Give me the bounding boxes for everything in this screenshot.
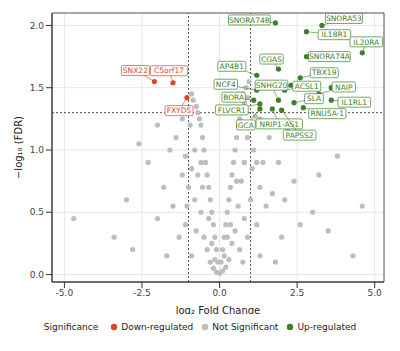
svg-text:2.0: 2.0	[30, 21, 45, 31]
svg-text:SNX22: SNX22	[123, 66, 148, 75]
svg-text:PAPSS2: PAPSS2	[286, 131, 314, 140]
svg-text:AP4B1: AP4B1	[220, 62, 245, 71]
svg-text:GCA: GCA	[238, 121, 255, 130]
svg-text:FXYD5: FXYD5	[167, 106, 192, 115]
svg-text:0.5: 0.5	[30, 207, 44, 217]
svg-text:SLA: SLA	[307, 94, 322, 103]
svg-text:FLVCR1: FLVCR1	[218, 106, 246, 115]
svg-text:NRIP1-AS1: NRIP1-AS1	[260, 120, 300, 129]
svg-text:SNORA74B: SNORA74B	[229, 16, 270, 25]
svg-text:−log₁₀ (FDR): −log₁₀ (FDR)	[13, 116, 24, 179]
svg-text:-5.0: -5.0	[56, 288, 74, 298]
svg-text:SNHG20: SNHG20	[256, 81, 288, 90]
svg-text:5.0: 5.0	[368, 288, 383, 298]
svg-text:C5orf17: C5orf17	[154, 66, 184, 75]
svg-text:BORA: BORA	[223, 93, 245, 102]
svg-text:CGAS: CGAS	[261, 55, 282, 64]
svg-text:SNORA74A: SNORA74A	[309, 52, 351, 61]
svg-text:1.0: 1.0	[30, 145, 45, 155]
svg-text:NCF4: NCF4	[216, 80, 236, 89]
html-text:Down-regulated: Down-regulated	[121, 322, 194, 332]
svg-text:IL20RA: IL20RA	[353, 38, 380, 47]
svg-text:SNORA53: SNORA53	[326, 14, 362, 23]
svg-text:0.0: 0.0	[30, 270, 45, 280]
svg-text:-2.5: -2.5	[133, 288, 151, 298]
svg-text:IL1RL1: IL1RL1	[342, 98, 368, 107]
svg-text:ACSL1: ACSL1	[295, 82, 319, 91]
svg-text:RNU5A-1: RNU5A-1	[311, 109, 345, 118]
svg-text:0.0: 0.0	[212, 288, 227, 298]
html-text:Up-regulated: Up-regulated	[297, 322, 357, 332]
svg-text:NAIP: NAIP	[335, 83, 353, 92]
svg-text:TBX19: TBX19	[311, 68, 337, 77]
svg-text:IL18R1: IL18R1	[321, 30, 347, 39]
svg-text:1.5: 1.5	[30, 83, 44, 93]
html-text:Not Significant: Not Significant	[212, 322, 279, 332]
svg-text:2.5: 2.5	[290, 288, 304, 298]
html-text:Significance: Significance	[43, 322, 99, 332]
svg-text:log₂ Fold Change: log₂ Fold Change	[176, 305, 261, 314]
